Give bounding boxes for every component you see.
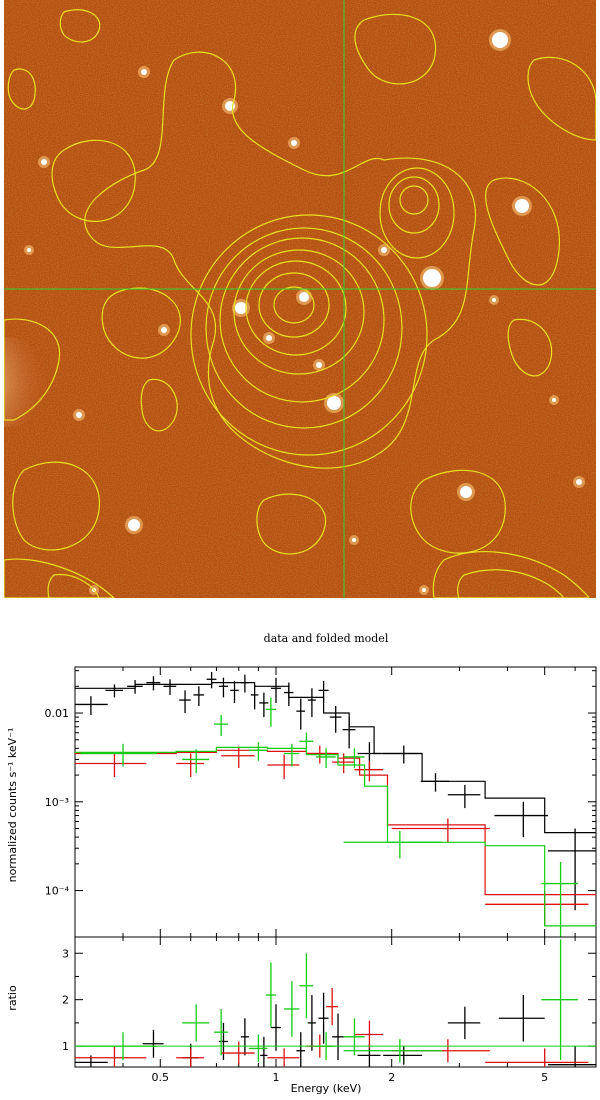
contour [354,13,437,85]
x-tick-label: 0.5 [152,1071,170,1084]
series-1 [75,745,596,926]
contour [527,56,597,141]
star [128,519,140,531]
contour [101,287,181,359]
series-2 [75,697,596,937]
spectrum-chart-panel: data and folded model 10⁻⁴ 10⁻³ 0.01 0.5 1 2… [0,610,600,1096]
contour [258,272,330,338]
star [576,479,582,485]
y-tick-label: 3 [62,947,69,960]
star [299,292,309,302]
y-tick-label: 1 [62,1040,69,1053]
contour [379,167,455,259]
contour [388,176,440,234]
contour [84,51,477,469]
model-line [75,749,596,896]
series-0 [75,671,596,911]
spectrum-chart: data and folded model 10⁻⁴ 10⁻³ 0.01 0.5 1 2… [6,632,597,1095]
contour [7,68,36,110]
contour [3,318,61,421]
ratio-series-2 [80,939,578,1063]
contour [245,260,347,356]
optical-image-with-contours [0,0,597,599]
y-tick-label: 2 [62,994,69,1007]
chart-title: data and folded model [264,632,389,645]
contour [51,139,136,222]
contour [219,237,385,403]
star [266,335,272,341]
y-tick-label: 10⁻³ [45,796,69,809]
star [41,159,47,165]
star [492,298,496,302]
star [515,199,529,213]
model-line [75,746,596,927]
ratio-frame [74,936,597,1068]
star [76,412,82,418]
contour [233,249,365,375]
star [552,398,556,402]
ratio-series-1 [75,988,589,1067]
contour [399,185,429,215]
contour [205,227,403,429]
star [235,302,247,314]
star [141,69,147,75]
star [27,248,31,252]
x-axis-label: Energy (keV) [291,1082,362,1095]
contour [140,378,178,432]
x-tick-label: 1 [272,1071,279,1084]
contour [12,461,100,551]
contour [59,9,101,43]
star [316,362,322,368]
contour [485,177,560,286]
star [422,588,426,592]
contour [273,286,315,324]
contour [3,558,116,599]
contour [507,318,553,377]
y-axis-label-ratio: ratio [6,985,19,1011]
star [381,247,387,253]
star [161,327,167,333]
contour [256,493,327,555]
contour [190,214,428,456]
contour [457,569,566,599]
star [492,32,508,48]
star [352,538,356,542]
contour [410,469,506,554]
ratio-series-0 [75,992,596,1067]
bright-star-glare [0,337,54,427]
star [327,396,341,410]
ratio-plot: 0.5 1 2 5 1 2 3 [62,936,597,1084]
optical-image-panel [0,0,597,599]
spectrum-plot: 10⁻⁴ 10⁻³ 0.01 [45,666,597,1067]
xray-contours [3,9,597,599]
x-tick-label: 5 [541,1071,548,1084]
y-tick-label: 10⁻⁴ [45,885,70,898]
x-tick-label: 2 [388,1071,395,1084]
star [291,140,297,146]
star [423,269,441,287]
y-axis-label-spectrum: normalized counts s⁻¹ keV⁻¹ [6,728,19,883]
contour [432,551,591,599]
star-sources [0,29,585,595]
y-tick-label: 0.01 [45,707,70,720]
star [460,486,472,498]
